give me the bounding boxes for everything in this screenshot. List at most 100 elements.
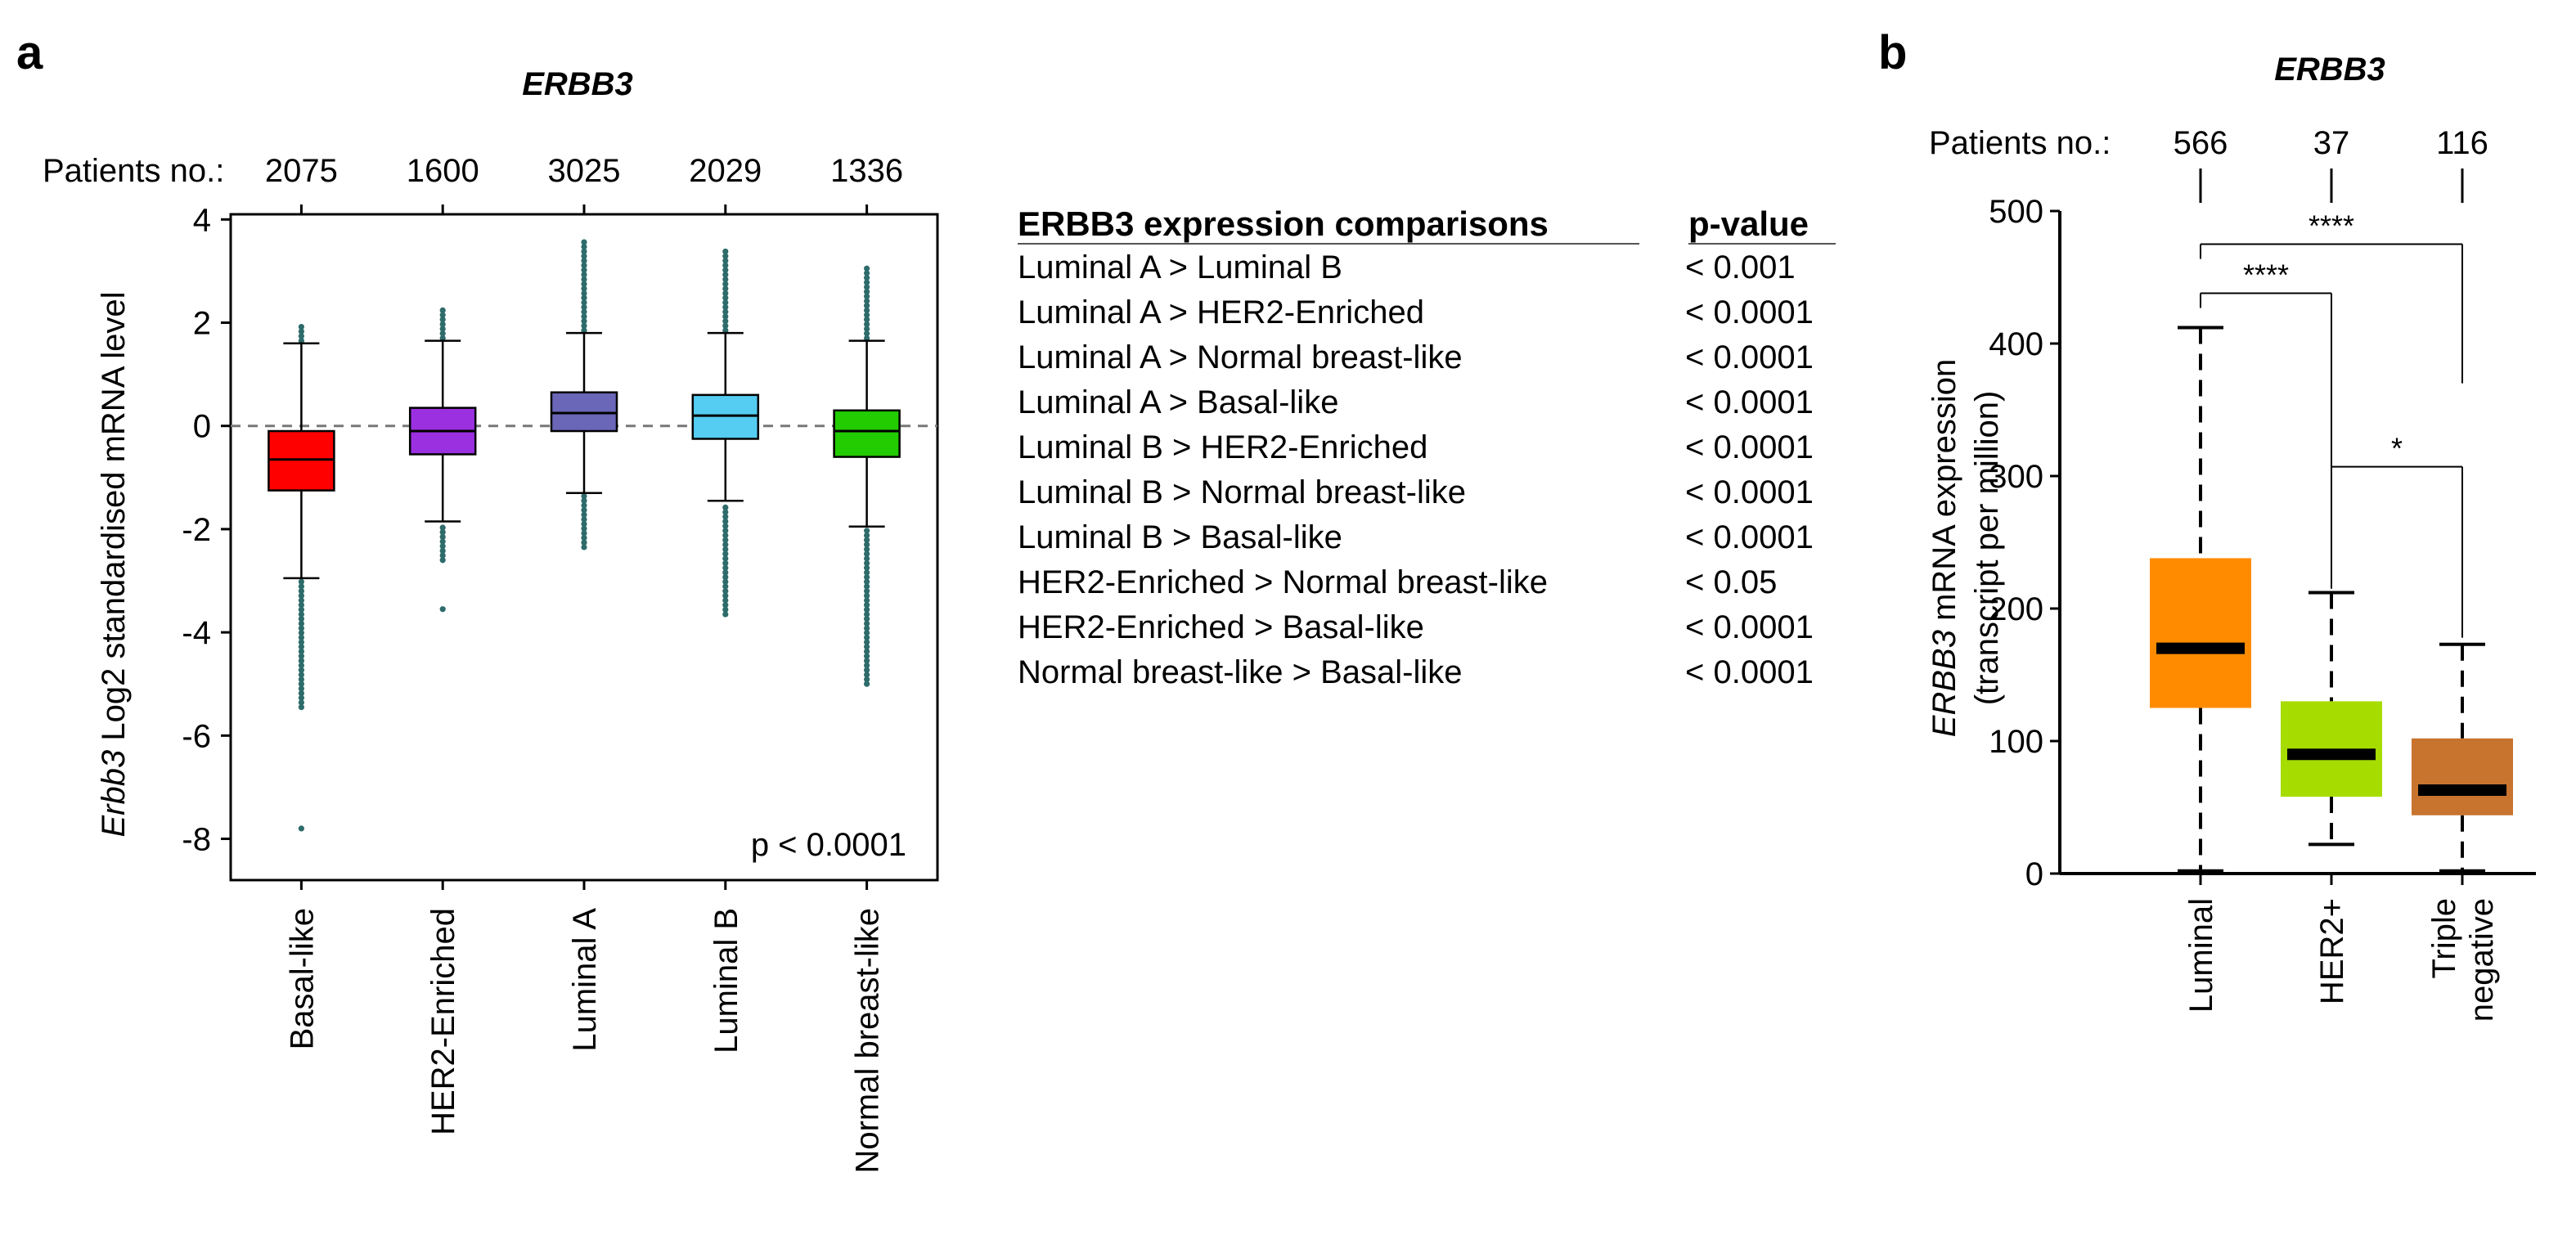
panel-a-outlier-low [298, 606, 304, 613]
panel-a-outlier-high [581, 308, 587, 315]
panel-a-outlier-low [581, 530, 587, 537]
panel-a-outlier-high [581, 303, 587, 311]
panel-a-outlier-low [439, 524, 446, 531]
panel-a-outlier-low [581, 525, 587, 532]
panel-a-outlier-high [722, 299, 729, 306]
panel-a-outlier-low [864, 658, 870, 664]
panel-a-category-label: Normal breast-like [850, 908, 886, 1174]
panel-a-ylabel: Erbb3 Log2 standardised mRNA level [96, 291, 132, 837]
panel-a-outlier-low [581, 511, 587, 518]
panel-a-outlier-high [439, 307, 446, 313]
panel-a-outlier-high [722, 294, 729, 301]
panel-a-outlier-low [298, 602, 304, 609]
panel-a-category-label: Basal-like [284, 908, 320, 1049]
panel-a-outlier-low [864, 559, 870, 567]
table-row-pvalue: < 0.0001 [1685, 519, 1814, 555]
table-row-comparison: Luminal B > Normal breast-like [1018, 474, 1466, 510]
panel-a-outlier-low [581, 516, 587, 523]
panel-a-outlier-high [864, 335, 870, 342]
table-row-comparison: HER2-Enriched > Normal breast-like [1018, 564, 1548, 600]
panel-a-ytick-label: 2 [193, 306, 211, 342]
panel-b-patients-label: Patients no.: [1929, 125, 2111, 161]
panel-a-outlier-high [864, 321, 870, 328]
panel-a-title: ERBB3 [522, 66, 633, 102]
panel-a-outlier-low [722, 578, 729, 585]
panel-a-outlier-high [864, 307, 870, 313]
table-row-comparison: Luminal A > Basal-like [1018, 384, 1338, 420]
panel-a-outlier-low [298, 662, 304, 669]
panel-a-outlier-high [722, 253, 729, 259]
panel-a-outlier-low [298, 676, 304, 683]
panel-a-outlier-high [581, 318, 587, 325]
panel-b-ylabel-italic: ERBB3 [1926, 630, 1962, 737]
table-row-pvalue: < 0.0001 [1685, 609, 1814, 645]
panel-a-outlier-high [864, 293, 870, 299]
panel-a-outlier-low [864, 639, 870, 645]
panel-a-outlier-high [581, 313, 587, 320]
panel-b-patient-count: 116 [2436, 125, 2488, 161]
panel-a-outlier-high [581, 327, 587, 334]
panel-a-outlier-low [298, 639, 304, 645]
panel-a-outlier-low [864, 564, 870, 571]
panel-a-outlier-high [864, 270, 870, 276]
panel-a-outlier-low [298, 578, 304, 585]
panel-a-outlier-low [722, 602, 729, 609]
panel-a-box [550, 391, 618, 433]
panel-a-outlier-extreme [439, 606, 446, 613]
panel-a-outlier-low [298, 597, 304, 604]
panel-a-outlier-high [581, 272, 587, 278]
panel-b-ytick-label: 0 [2025, 856, 2043, 892]
panel-a-patient-count: 3025 [548, 153, 621, 189]
panel-a-outlier-low [439, 529, 446, 536]
panel-a-outlier-low [722, 518, 729, 525]
panel-a-outlier-low [864, 528, 870, 534]
panel-a-outlier-low [581, 506, 587, 514]
panel-a-outlier-extreme [298, 825, 304, 832]
panel-a-outlier-high [864, 275, 870, 281]
panel-a-outlier-low [298, 611, 304, 618]
panel-a-outlier-high [581, 285, 587, 292]
panel-a-patient-count: 2029 [689, 153, 762, 189]
panel-a-outlier-high [581, 281, 587, 287]
panel-a-outlier-low [298, 583, 304, 590]
panel-a-patients-label: Patients no.: [43, 153, 224, 189]
table-row-pvalue: < 0.0001 [1685, 429, 1814, 465]
panel-a-patient-count: 1600 [407, 153, 479, 189]
panel-a-outlier-high [298, 333, 304, 339]
panel-a-outlier-low [722, 588, 729, 595]
panel-a-outlier-low [298, 667, 304, 673]
panel-b-title: ERBB3 [2274, 52, 2385, 88]
table-row-comparison: Normal breast-like > Basal-like [1018, 654, 1463, 690]
panel-b-category-label: Triple [2426, 898, 2462, 979]
panel-a-outlier-low [298, 704, 304, 711]
panel-b-ytick-label: 400 [1989, 326, 2043, 362]
panel-a-boxplot: 4 2 0 -2 -4 -6 -8 2075 Basal-like 1600 HER2-Enrich… [182, 153, 939, 1174]
panel-a-outlier-high [581, 239, 587, 245]
panel-a-outlier-low [298, 681, 304, 687]
panel-a-outlier-low [864, 606, 870, 613]
panel-a-outlier-low [581, 535, 587, 541]
panel-a-outlier-low [864, 550, 870, 557]
panel-b-category-label: HER2+ [2314, 898, 2350, 1004]
table-row-comparison: Luminal A > HER2-Enriched [1018, 294, 1424, 330]
panel-a-outlier-high [864, 298, 870, 304]
panel-a-outlier-high [864, 265, 870, 272]
table-row-pvalue: < 0.05 [1685, 564, 1777, 600]
panel-b-ylabel-line2: (transcript per million) [1969, 391, 2005, 706]
comparison-table-rows: Luminal A > Luminal B < 0.001 Luminal A > … [1018, 249, 1814, 690]
panel-a-outlier-low [298, 634, 304, 641]
panel-a-outlier-high [722, 313, 729, 320]
panel-a-outlier-low [298, 690, 304, 697]
panel-a-outlier-low [864, 592, 870, 599]
panel-a-outlier-low [864, 569, 870, 576]
panel-b-box [2412, 738, 2513, 815]
panel-a-outlier-high [581, 299, 587, 306]
panel-b-ytick-label: 500 [1989, 194, 2043, 230]
table-row-pvalue: < 0.0001 [1685, 339, 1814, 375]
panel-a-outlier-high [581, 248, 587, 255]
panel-b-ytick-label: 200 [1989, 591, 2043, 627]
panel-a-outlier-low [864, 648, 870, 655]
panel-b-sig-label: * [2391, 432, 2403, 465]
panel-a-outlier-low [864, 662, 870, 669]
panel-b-letter: b [1878, 26, 1907, 79]
